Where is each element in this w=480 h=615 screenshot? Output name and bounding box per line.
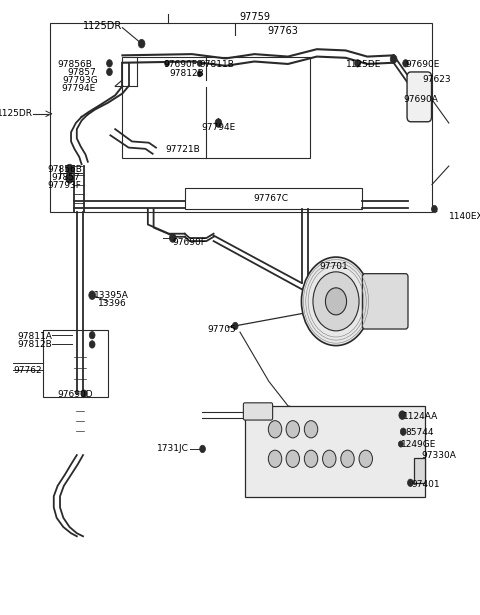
- Circle shape: [89, 331, 95, 339]
- Bar: [122, 57, 310, 158]
- Circle shape: [301, 257, 371, 346]
- Text: 97721B: 97721B: [166, 145, 200, 154]
- Text: 13396: 13396: [98, 300, 127, 308]
- Text: 1125DR: 1125DR: [83, 21, 122, 31]
- Text: 97794E: 97794E: [62, 84, 96, 93]
- Bar: [50, 23, 432, 212]
- Circle shape: [268, 450, 282, 467]
- Text: 97763: 97763: [268, 26, 299, 36]
- Circle shape: [390, 55, 397, 63]
- Circle shape: [89, 291, 96, 300]
- Circle shape: [286, 421, 300, 438]
- Circle shape: [138, 39, 145, 48]
- Text: 97401: 97401: [412, 480, 441, 488]
- FancyBboxPatch shape: [407, 72, 432, 122]
- Bar: [185, 188, 362, 209]
- Text: 1140EX: 1140EX: [449, 212, 480, 221]
- Circle shape: [200, 445, 205, 453]
- Circle shape: [399, 411, 406, 419]
- Circle shape: [169, 234, 176, 242]
- Text: 13395A: 13395A: [94, 292, 129, 300]
- Text: 97793G: 97793G: [63, 76, 98, 85]
- Circle shape: [215, 119, 222, 127]
- Text: 97690D: 97690D: [58, 391, 93, 399]
- Text: 1124AA: 1124AA: [403, 413, 438, 421]
- Text: 97857: 97857: [51, 173, 80, 181]
- Text: 1731JC: 1731JC: [157, 445, 189, 453]
- Text: 97857: 97857: [67, 68, 96, 77]
- Text: 85744: 85744: [406, 429, 434, 437]
- Circle shape: [313, 272, 359, 331]
- Text: 97812B: 97812B: [17, 340, 52, 349]
- Circle shape: [89, 341, 95, 348]
- Circle shape: [325, 288, 347, 315]
- Text: 1249GE: 1249GE: [401, 440, 436, 448]
- Text: 97759: 97759: [239, 12, 270, 22]
- Text: 97767C: 97767C: [254, 194, 288, 203]
- Text: 97856B: 97856B: [47, 165, 82, 173]
- Circle shape: [268, 421, 282, 438]
- Text: 97623: 97623: [422, 76, 451, 84]
- Circle shape: [323, 450, 336, 467]
- Circle shape: [408, 479, 413, 486]
- Bar: [245, 406, 425, 497]
- Circle shape: [341, 450, 354, 467]
- Circle shape: [107, 60, 112, 67]
- Circle shape: [304, 421, 318, 438]
- Text: 97705: 97705: [208, 325, 237, 334]
- Circle shape: [359, 450, 372, 467]
- Circle shape: [286, 450, 300, 467]
- Text: 97794E: 97794E: [201, 124, 236, 132]
- Circle shape: [400, 428, 406, 435]
- Text: 97812B: 97812B: [169, 69, 204, 78]
- Text: 97811B: 97811B: [199, 60, 234, 69]
- Circle shape: [197, 60, 202, 66]
- Circle shape: [398, 441, 403, 447]
- FancyBboxPatch shape: [243, 403, 273, 420]
- Text: 1125DR: 1125DR: [0, 109, 33, 118]
- Text: 97690E: 97690E: [406, 60, 440, 69]
- Circle shape: [304, 450, 318, 467]
- Circle shape: [355, 60, 360, 67]
- Circle shape: [232, 322, 238, 330]
- Circle shape: [107, 68, 112, 76]
- Circle shape: [81, 390, 87, 397]
- Text: 97811A: 97811A: [17, 332, 52, 341]
- Text: 1125DE: 1125DE: [346, 60, 381, 69]
- Circle shape: [66, 164, 73, 174]
- Circle shape: [403, 60, 408, 67]
- Bar: [43, 330, 108, 397]
- Text: 97701: 97701: [319, 262, 348, 271]
- Text: 97690F: 97690F: [173, 239, 207, 247]
- Text: 97856B: 97856B: [58, 60, 93, 69]
- Circle shape: [66, 173, 73, 183]
- Text: 97330A: 97330A: [421, 451, 456, 459]
- Circle shape: [165, 60, 169, 66]
- FancyBboxPatch shape: [362, 274, 408, 329]
- Circle shape: [432, 205, 437, 213]
- Circle shape: [197, 71, 202, 77]
- Text: 97690F: 97690F: [163, 60, 197, 69]
- Text: 97762: 97762: [13, 366, 42, 375]
- Text: 97793F: 97793F: [47, 181, 81, 189]
- Text: 97690A: 97690A: [403, 95, 438, 104]
- Bar: [414, 458, 425, 483]
